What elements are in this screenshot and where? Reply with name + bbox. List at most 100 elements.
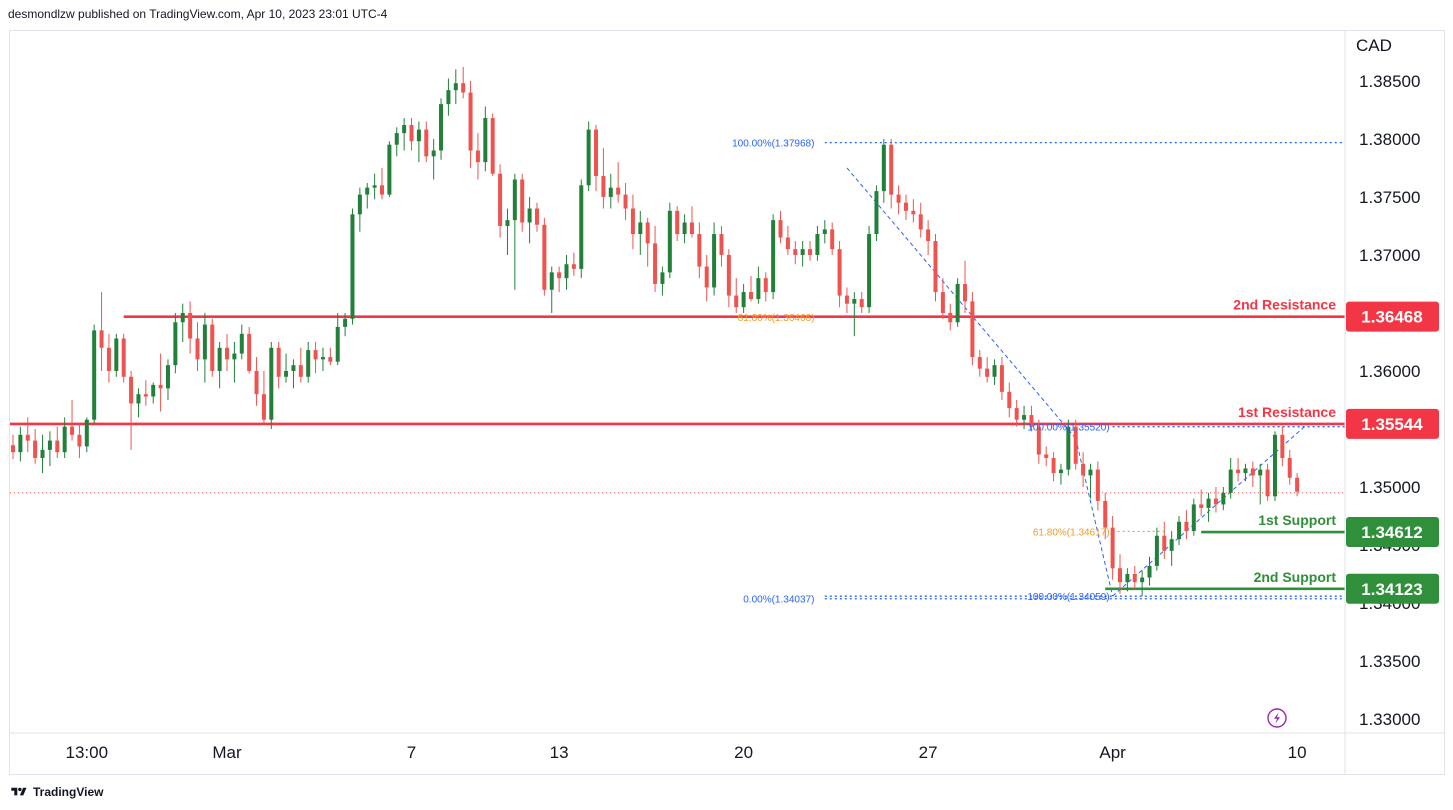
time-tick-label: Mar	[212, 743, 242, 762]
candle	[1073, 419, 1078, 470]
candle-body	[948, 312, 953, 323]
candle	[889, 138, 894, 209]
time-tick-label: 20	[734, 743, 753, 762]
candle	[84, 417, 89, 453]
candle	[446, 78, 451, 116]
candle	[1095, 461, 1100, 511]
level-badge-value: 1.34612	[1361, 523, 1422, 542]
candle-body	[1191, 504, 1196, 532]
candle-body	[682, 222, 687, 235]
candle	[793, 241, 798, 265]
candle-body	[25, 434, 30, 441]
candle-body	[771, 220, 776, 293]
candle	[955, 278, 960, 327]
candle	[1036, 419, 1041, 464]
candle-body	[217, 347, 222, 371]
price-tick-label: 1.37500	[1359, 188, 1420, 207]
level-badge-value: 1.36468	[1361, 308, 1422, 327]
price-axis[interactable]: 1.385001.380001.375001.370001.365001.360…	[1344, 31, 1420, 774]
candle-body	[970, 301, 975, 358]
candle-body	[195, 338, 200, 360]
candle	[520, 173, 525, 232]
level-labels: 2nd Resistance 1st Resistance 1st Support 2…	[1233, 297, 1336, 585]
candle-body	[136, 394, 141, 404]
candle	[328, 347, 333, 366]
candle	[1125, 568, 1130, 592]
candle	[11, 434, 15, 460]
candle-body	[1022, 415, 1027, 420]
candle	[468, 80, 473, 168]
time-axis[interactable]: 13:00 Mar 7 13 20 27 Apr 10	[10, 732, 1445, 762]
candle	[475, 133, 480, 180]
candle	[660, 266, 665, 296]
candle	[498, 164, 503, 238]
candle-body	[1088, 469, 1093, 476]
candle	[1118, 554, 1122, 594]
currency-label: CAD	[1356, 36, 1392, 55]
candle-body	[55, 440, 60, 453]
candle	[852, 292, 857, 337]
candle	[616, 162, 621, 203]
price-tick-label: 1.33000	[1359, 710, 1420, 729]
candle-body	[1287, 458, 1292, 478]
price-tick-label: 1.37000	[1359, 246, 1420, 265]
candle-body	[1228, 469, 1233, 493]
candle-body	[675, 210, 680, 235]
candle	[542, 217, 547, 296]
candle-body	[475, 150, 480, 163]
candle-body	[121, 338, 126, 377]
fib-label: 100.00%(1.37968)	[732, 139, 814, 150]
candle-body	[232, 353, 237, 360]
candle-body	[1177, 521, 1182, 540]
lightning-icon[interactable]	[1267, 708, 1287, 728]
candle	[217, 341, 222, 389]
candle-body	[1103, 500, 1108, 528]
candle	[1007, 382, 1012, 418]
candle	[1206, 492, 1211, 522]
candle	[918, 202, 923, 238]
candle	[1154, 527, 1159, 571]
candle-body	[564, 264, 569, 279]
candle-body	[1280, 434, 1285, 459]
candle-body	[343, 318, 348, 327]
candle	[409, 118, 414, 151]
candle-body	[143, 394, 148, 397]
candle	[837, 241, 842, 308]
candle-body	[1236, 469, 1241, 474]
candle	[453, 69, 458, 105]
candle	[461, 66, 466, 99]
candle-body	[33, 440, 38, 459]
level-label: 2nd Resistance	[1233, 297, 1336, 313]
candle	[291, 359, 296, 389]
candle	[298, 347, 303, 383]
time-tick-label: Apr	[1099, 743, 1126, 762]
candle-body	[1213, 498, 1218, 505]
candle-body	[1110, 527, 1115, 569]
candle-body	[1029, 415, 1034, 427]
candle-body	[889, 144, 894, 195]
candle-body	[963, 283, 968, 302]
candle	[970, 292, 975, 366]
candle	[380, 167, 384, 200]
price-tick-label: 1.38000	[1359, 130, 1420, 149]
candle-body	[645, 222, 650, 244]
candle	[985, 357, 990, 383]
candle-body	[239, 333, 244, 354]
candle-body	[630, 208, 635, 235]
candle	[106, 333, 111, 383]
candle-body	[77, 434, 82, 447]
candle	[306, 341, 311, 383]
candle	[1295, 473, 1300, 497]
candle	[999, 357, 1004, 400]
candle-body	[859, 299, 864, 308]
candle-body	[985, 368, 990, 377]
candle-body	[372, 185, 377, 188]
candle	[254, 357, 259, 406]
candle-body	[202, 324, 207, 360]
level-badge	[1346, 573, 1439, 604]
level-badges: 1.36468 1.35544 1.34612 1.34123	[1346, 301, 1439, 604]
candle	[557, 266, 562, 293]
candle-body	[1118, 568, 1122, 583]
candle-body	[837, 249, 842, 296]
